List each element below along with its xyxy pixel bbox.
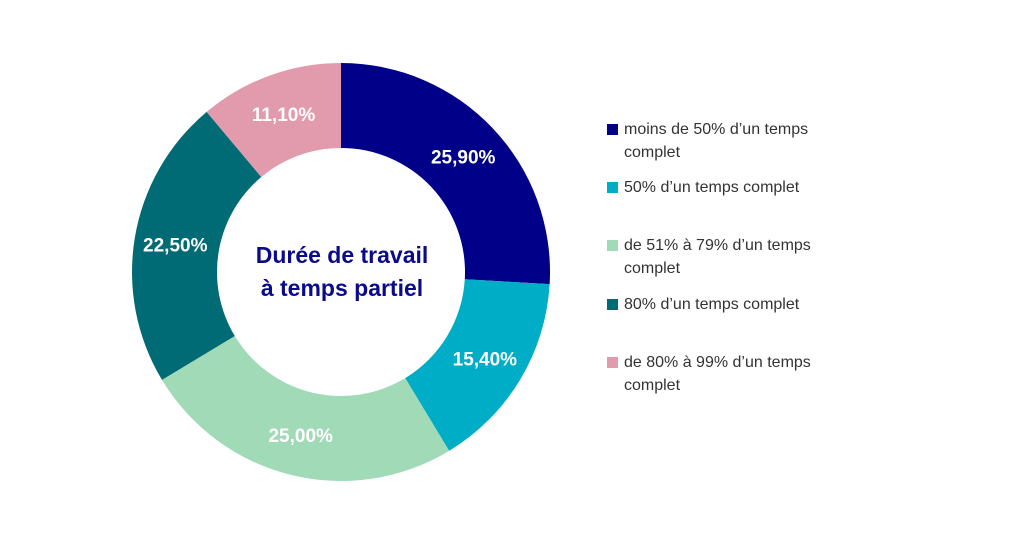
legend-label: 50% d’un temps complet [624, 179, 800, 196]
legend-label: de 80% à 99% d’un temps complet [624, 354, 811, 394]
legend-swatch [607, 182, 618, 193]
slice-value-label: 15,40% [453, 350, 518, 371]
legend-swatch [607, 299, 618, 310]
legend-item-51-79: de 51% à 79% d’un temps complet [607, 234, 834, 280]
center-title-line-1: Durée de travail [256, 242, 429, 268]
slice-value-label: 25,90% [431, 148, 496, 169]
donut-slice [341, 63, 551, 285]
legend-item-50: 50% d’un temps complet [607, 176, 834, 199]
legend-swatch [607, 240, 618, 251]
donut-slice [162, 336, 450, 481]
legend-item-80-99: de 80% à 99% d’un temps complet [607, 351, 834, 397]
legend-swatch [607, 357, 618, 368]
legend-swatch [607, 124, 618, 135]
slice-value-label: 11,10% [252, 105, 315, 126]
legend-label: 80% d’un temps complet [624, 296, 800, 313]
legend-item-80: 80% d’un temps complet [607, 293, 834, 316]
donut-slice [405, 279, 550, 451]
donut-slice [131, 111, 262, 380]
legend-label: moins de 50% d’un temps complet [624, 121, 809, 161]
legend-item-moins-de-50: moins de 50% d’un temps complet [607, 118, 834, 164]
donut-slices [131, 62, 551, 481]
donut-slice-labels: 25,90% 15,40% 25,00% 22,50% 11,10% [143, 105, 517, 447]
center-title-line-2: à temps partiel [261, 275, 423, 301]
donut-slice [206, 62, 341, 178]
slice-value-label: 25,00% [268, 426, 333, 447]
legend-label: de 51% à 79% d’un temps complet [624, 237, 811, 277]
slice-value-label: 22,50% [143, 235, 208, 256]
